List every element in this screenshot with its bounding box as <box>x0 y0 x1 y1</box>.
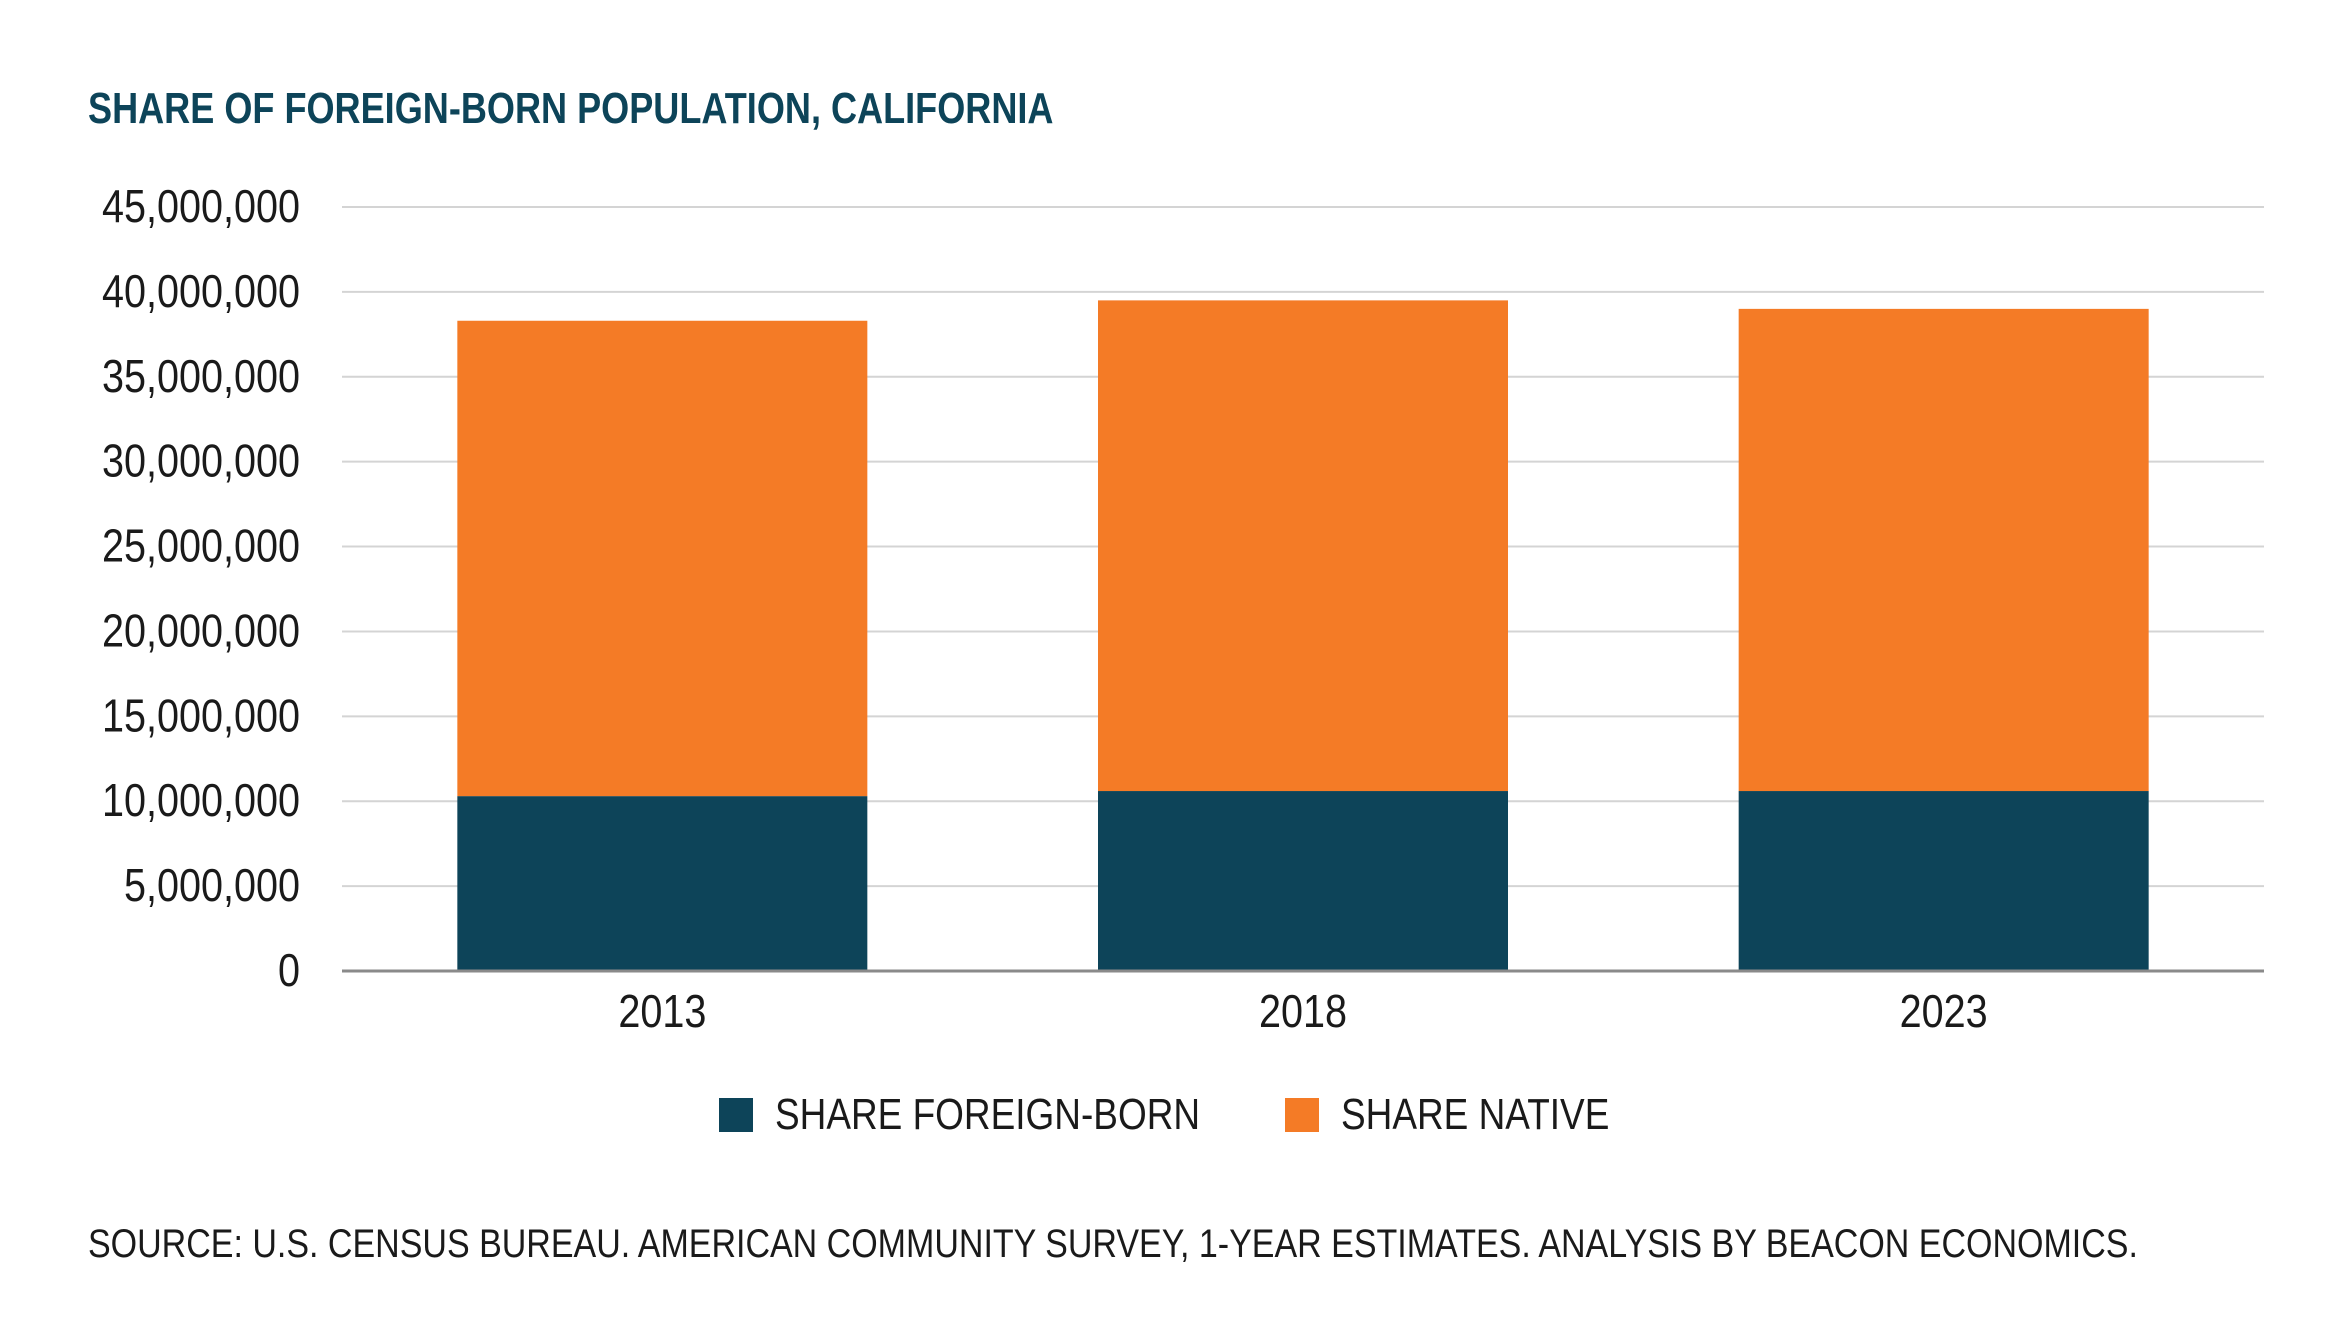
y-tick-label: 20,000,000 <box>102 606 300 657</box>
bar-foreign-born-2013 <box>457 796 868 971</box>
legend-swatch-foreign-born <box>719 1098 754 1132</box>
axes: 0 5,000,000 10,000,000 15,000,000 20,000,000… <box>102 181 2264 1038</box>
y-tick-label: 15,000,000 <box>102 691 300 742</box>
x-tick-label: 2018 <box>1259 986 1347 1037</box>
y-tick-label: 30,000,000 <box>102 436 300 487</box>
bar-foreign-born-2023 <box>1738 791 2149 971</box>
x-tick-label: 2013 <box>618 986 706 1037</box>
y-tick-label: 40,000,000 <box>102 266 300 317</box>
legend: SHARE FOREIGN-BORN SHARE NATIVE <box>0 1090 2340 1140</box>
bar-foreign-born-2018 <box>1098 791 1508 971</box>
y-tick-label: 0 <box>278 945 300 996</box>
legend-label-native: SHARE NATIVE <box>1341 1090 1610 1139</box>
y-tick-label: 10,000,000 <box>102 775 300 826</box>
source-note: SOURCE: U.S. CENSUS BUREAU. AMERICAN COM… <box>88 1222 2138 1266</box>
bar-native-2018 <box>1098 300 1508 792</box>
legend-label-foreign-born: SHARE FOREIGN-BORN <box>775 1090 1201 1139</box>
y-tick-label: 5,000,000 <box>124 860 300 911</box>
y-tick-label: 35,000,000 <box>102 351 300 402</box>
legend-item-foreign-born: SHARE FOREIGN-BORN <box>719 1090 1241 1140</box>
bar-native-2013 <box>457 320 868 797</box>
bars <box>457 300 2149 971</box>
legend-swatch-native <box>1285 1098 1320 1132</box>
chart-title: SHARE OF FOREIGN-BORN POPULATION, CALIFO… <box>88 84 1054 133</box>
x-tick-label: 2023 <box>1900 986 1988 1037</box>
y-tick-label: 25,000,000 <box>102 521 300 572</box>
y-tick-label: 45,000,000 <box>102 181 300 232</box>
bar-native-2023 <box>1738 308 2149 792</box>
legend-item-native: SHARE NATIVE <box>1285 1090 1620 1140</box>
